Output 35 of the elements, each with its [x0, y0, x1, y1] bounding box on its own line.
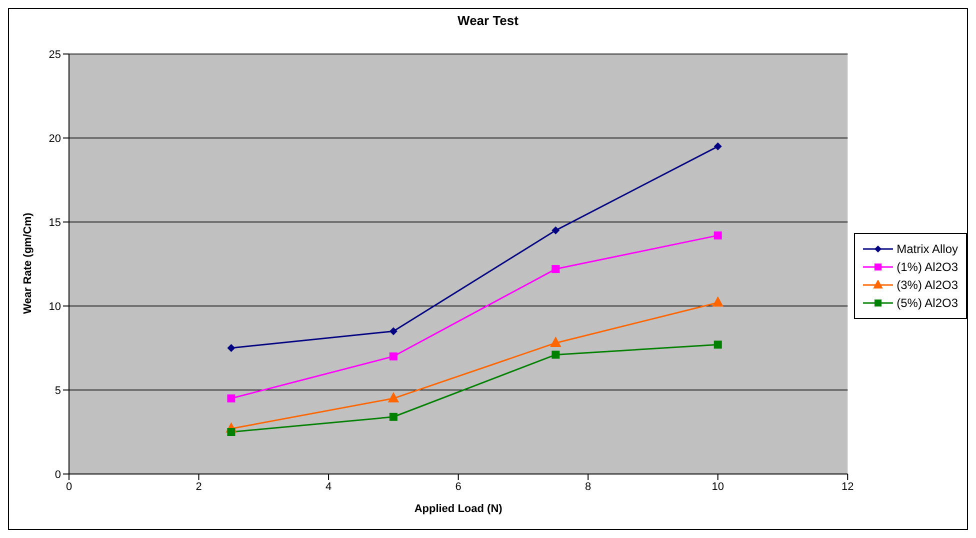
x-tick-label: 12: [842, 480, 854, 493]
point: [227, 428, 236, 436]
y-tick-label: 20: [48, 132, 61, 145]
y-tick-label: 10: [48, 300, 61, 313]
point: [389, 352, 398, 360]
point: [712, 296, 724, 307]
point: [714, 340, 722, 349]
x-tick-label: 6: [455, 480, 462, 493]
legend-label: (5%) Al2O3: [896, 296, 958, 310]
x-tick-label: 4: [325, 480, 332, 493]
y-tick-label: 0: [54, 468, 61, 481]
point: [227, 394, 236, 402]
legend-label: (3%) Al2O3: [896, 278, 958, 292]
y-axis-title: Wear Rate (gm/Cm): [22, 212, 34, 314]
y-tick-label: 25: [48, 48, 61, 61]
point: [714, 142, 722, 150]
x-tick-label: 2: [196, 480, 202, 493]
x-axis-title: Applied Load (N): [414, 503, 503, 515]
point: [552, 350, 560, 359]
chart-title: Wear Test: [456, 13, 520, 28]
point: [227, 344, 236, 352]
point: [714, 231, 722, 240]
legend-label: Matrix Alloy: [896, 242, 958, 256]
x-tick-label: 0: [66, 480, 72, 493]
point: [388, 392, 400, 402]
point: [552, 265, 560, 274]
legend-label: (1%) Al2O3: [896, 260, 958, 274]
point: [550, 336, 562, 347]
point: [389, 327, 398, 336]
x-tick-label: 10: [712, 480, 724, 493]
y-tick-label: 15: [48, 216, 61, 229]
x-tick-label: 8: [585, 480, 592, 493]
y-tick-label: 5: [54, 384, 61, 397]
point: [389, 412, 398, 421]
point: [552, 226, 560, 234]
